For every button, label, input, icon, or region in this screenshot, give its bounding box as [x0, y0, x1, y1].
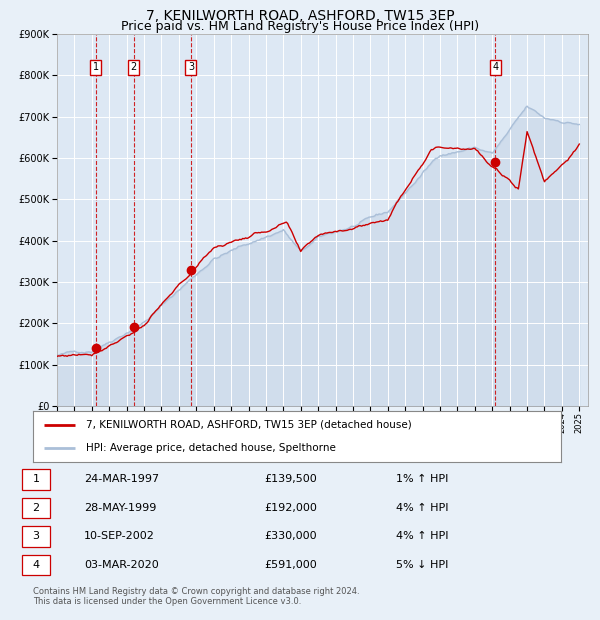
- Text: 03-MAR-2020: 03-MAR-2020: [84, 560, 159, 570]
- Text: 2: 2: [32, 503, 40, 513]
- Text: 4% ↑ HPI: 4% ↑ HPI: [396, 531, 449, 541]
- Text: 1: 1: [93, 62, 99, 72]
- Text: Contains HM Land Registry data © Crown copyright and database right 2024.
This d: Contains HM Land Registry data © Crown c…: [33, 587, 359, 606]
- Text: 24-MAR-1997: 24-MAR-1997: [84, 474, 159, 484]
- Text: 1: 1: [32, 474, 40, 484]
- Text: HPI: Average price, detached house, Spelthorne: HPI: Average price, detached house, Spel…: [86, 443, 335, 453]
- Text: 3: 3: [32, 531, 40, 541]
- Text: 10-SEP-2002: 10-SEP-2002: [84, 531, 155, 541]
- Text: 4: 4: [32, 560, 40, 570]
- Text: 3: 3: [188, 62, 194, 72]
- Text: Price paid vs. HM Land Registry's House Price Index (HPI): Price paid vs. HM Land Registry's House …: [121, 20, 479, 33]
- Text: £591,000: £591,000: [264, 560, 317, 570]
- Text: 1% ↑ HPI: 1% ↑ HPI: [396, 474, 448, 484]
- Text: 4% ↑ HPI: 4% ↑ HPI: [396, 503, 449, 513]
- Text: 7, KENILWORTH ROAD, ASHFORD, TW15 3EP (detached house): 7, KENILWORTH ROAD, ASHFORD, TW15 3EP (d…: [86, 420, 412, 430]
- Text: £330,000: £330,000: [264, 531, 317, 541]
- Text: 2: 2: [131, 62, 137, 72]
- Text: £139,500: £139,500: [264, 474, 317, 484]
- Text: 28-MAY-1999: 28-MAY-1999: [84, 503, 157, 513]
- Text: 7, KENILWORTH ROAD, ASHFORD, TW15 3EP: 7, KENILWORTH ROAD, ASHFORD, TW15 3EP: [146, 9, 454, 24]
- Text: 5% ↓ HPI: 5% ↓ HPI: [396, 560, 448, 570]
- Text: 4: 4: [492, 62, 498, 72]
- Text: £192,000: £192,000: [264, 503, 317, 513]
